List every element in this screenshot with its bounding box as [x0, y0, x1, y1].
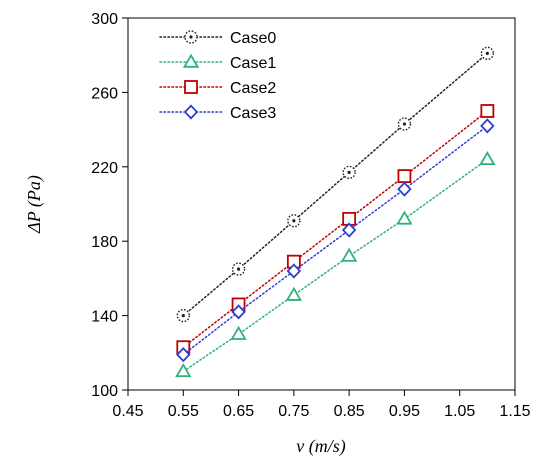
data-point: [231, 304, 246, 320]
series-case0: [176, 46, 495, 323]
y-tick-label: 140: [91, 309, 118, 326]
legend-label: Case2: [230, 80, 276, 97]
y-tick-label: 260: [91, 85, 118, 102]
data-point: [479, 150, 496, 166]
data-point: [287, 214, 301, 228]
data-point: [230, 325, 247, 340]
series-case2: [176, 104, 495, 355]
x-tick-label: 0.45: [112, 403, 143, 420]
data-point: [231, 262, 246, 276]
y-tick-label: 100: [91, 383, 118, 400]
y-tick-label: 180: [91, 234, 118, 251]
data-point: [184, 80, 198, 94]
data-point: [342, 165, 356, 180]
legend-item: Case0: [159, 30, 276, 47]
x-tick-label: 0.75: [278, 403, 309, 420]
data-point: [285, 286, 303, 301]
series-case3: [176, 118, 495, 363]
data-point: [480, 104, 495, 118]
legend-item: Case2: [159, 80, 276, 97]
data-point: [397, 117, 412, 131]
data-point: [176, 347, 191, 363]
data-point: [286, 263, 302, 279]
x-tick-label: 1.15: [499, 403, 530, 420]
plot-area: [127, 17, 516, 391]
series-case1: [175, 150, 496, 378]
series-layer: [175, 46, 496, 378]
data-point: [397, 169, 412, 184]
data-point: [396, 210, 413, 225]
data-point: [397, 181, 412, 197]
legend-label: Case3: [230, 105, 276, 122]
x-tick-label: 0.95: [389, 403, 420, 420]
legend-item: Case3: [159, 104, 276, 122]
legend-label: Case0: [230, 30, 276, 47]
y-tick-label: 220: [91, 160, 118, 177]
y-tick-label: 300: [91, 11, 118, 28]
y-axis-label: ΔP (Pa): [24, 175, 45, 234]
data-point: [341, 222, 357, 238]
series-line: [182, 125, 489, 356]
legend-label: Case1: [230, 55, 276, 72]
x-axis-ticks: 0.45 0.55 0.65 0.75 0.85 0.95 1.05 1.15: [112, 390, 531, 420]
x-tick-label: 1.05: [444, 403, 475, 420]
series-line: [182, 52, 489, 317]
x-tick-label: 0.65: [223, 403, 254, 420]
series-line: [182, 110, 489, 348]
data-point: [175, 363, 192, 378]
x-axis-label: v (m/s): [296, 436, 345, 457]
series-line: [182, 158, 489, 373]
y-axis-ticks: 100 140 180 220 260 300: [91, 11, 128, 400]
legend-item: Case1: [159, 53, 276, 72]
data-point: [340, 247, 358, 262]
data-point: [183, 104, 199, 120]
data-point: [182, 53, 200, 68]
data-point: [480, 46, 495, 61]
x-tick-label: 0.55: [168, 403, 199, 420]
data-point: [480, 118, 495, 134]
legend: Case0 Case1 Case2 Case3: [159, 30, 276, 122]
x-tick-label: 0.85: [334, 403, 365, 420]
data-point: [176, 308, 190, 323]
data-point: [184, 30, 198, 44]
